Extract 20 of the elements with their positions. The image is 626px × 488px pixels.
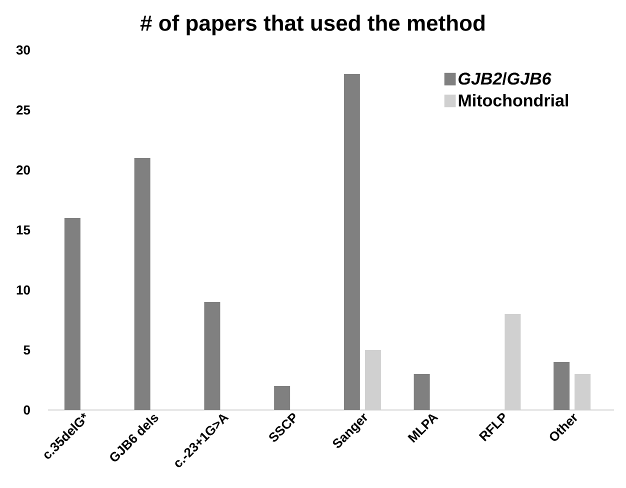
bar [204, 302, 220, 410]
chart-title: # of papers that used the method [140, 14, 484, 36]
bar [344, 74, 360, 410]
y-tick-label: 30 [16, 45, 30, 55]
bar [364, 350, 381, 410]
bar [134, 158, 150, 410]
y-tick-label: 25 [16, 105, 30, 115]
y-tick-label: 0 [24, 405, 30, 415]
y-tick-label: 10 [16, 285, 30, 295]
bar [574, 374, 591, 410]
y-tick-label: 20 [16, 165, 30, 175]
legend-label: Mitochondrial [458, 94, 568, 107]
bar [504, 314, 521, 410]
y-tick-label: 5 [24, 345, 30, 355]
bar [64, 218, 80, 410]
legend-label: GJB2/GJB6 [458, 72, 552, 85]
bar [554, 362, 570, 410]
bar [414, 374, 430, 410]
bar [274, 386, 290, 410]
y-tick-label: 15 [16, 225, 30, 235]
